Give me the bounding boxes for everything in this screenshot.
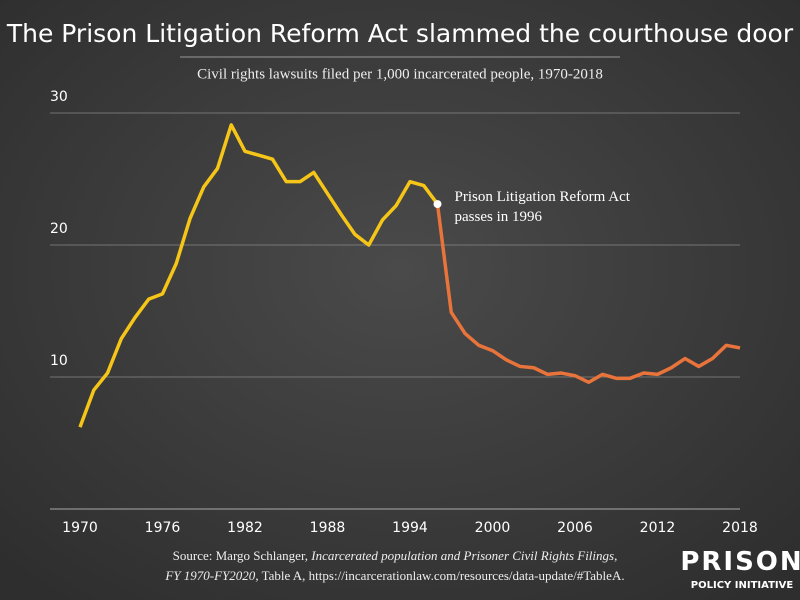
- plot: 10 20 30 1970 1976 1982 1988 1994 2000 2006 2012 20…: [50, 89, 758, 536]
- x-tick-label: 1994: [392, 520, 428, 536]
- y-tick-label: 30: [50, 89, 68, 105]
- x-tick-label: 2018: [722, 520, 758, 536]
- source-text: , Table A, https://incarcerationlaw.com/…: [255, 568, 624, 583]
- data-line: [78, 123, 439, 428]
- x-tick-label: 2012: [640, 520, 676, 536]
- source-text: Source: Margo Schlanger,: [173, 548, 312, 563]
- y-tick-label: 20: [50, 221, 68, 237]
- logo: PRISON: [680, 547, 800, 577]
- x-tick-label: 1976: [145, 520, 181, 536]
- x-tick-label: 2000: [475, 520, 511, 536]
- x-tick-label: 1982: [227, 520, 263, 536]
- chart-title: The Prison Litigation Reform Act slammed…: [6, 19, 794, 48]
- x-tick-label: 1988: [310, 520, 346, 536]
- x-tick-label: 2006: [557, 520, 593, 536]
- source-text: FY 1970-FY2020: [164, 568, 255, 583]
- source: Source: Margo Schlanger, Incarcerated po…: [173, 548, 618, 563]
- annotation-point: [433, 200, 442, 209]
- annotation: Prison Litigation Reform Act: [455, 189, 631, 205]
- source: FY 1970-FY2020, Table A, https://incarce…: [164, 568, 624, 583]
- annotation: passes in 1996: [455, 209, 543, 225]
- logo: POLICY INITIATIVE: [691, 580, 794, 591]
- x-tick-label: 1970: [62, 520, 98, 536]
- data-line: [435, 203, 741, 385]
- source-text: Incarcerated population and Prisoner Civ…: [310, 548, 617, 563]
- y-tick-label: 10: [50, 353, 68, 369]
- chart-subtitle: Civil rights lawsuits filed per 1,000 in…: [197, 66, 603, 82]
